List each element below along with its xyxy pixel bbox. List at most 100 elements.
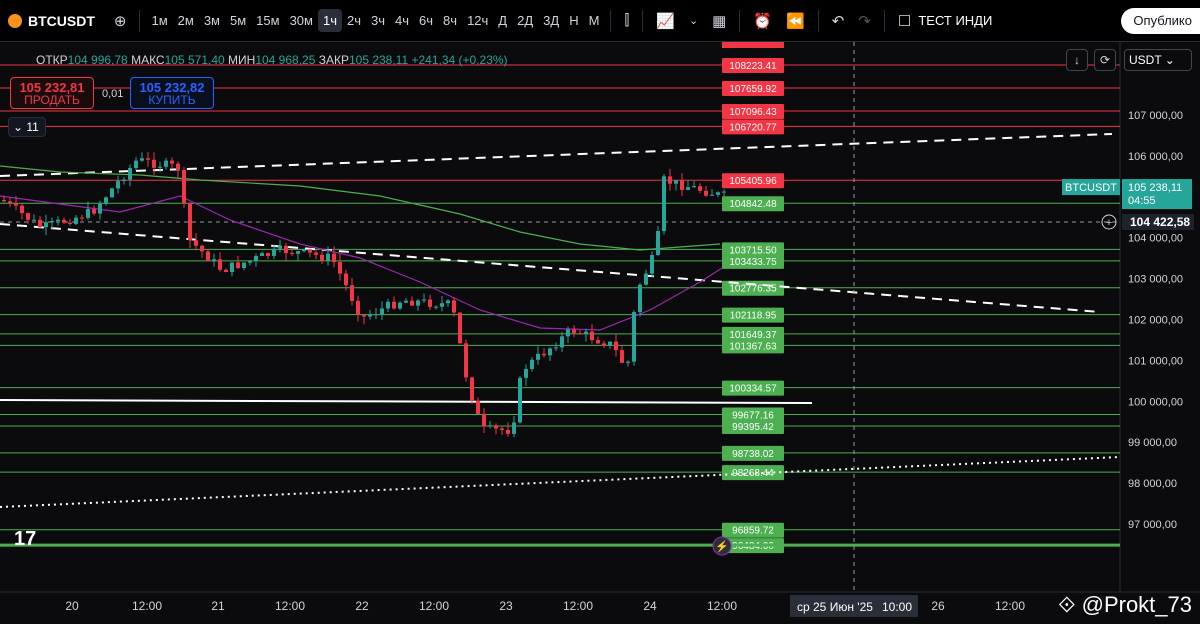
- watermark-text: @Prokt_73: [1081, 592, 1192, 617]
- candle-body: [122, 179, 126, 182]
- y-axis-label: 101 000,00: [1128, 355, 1183, 367]
- interval-17[interactable]: М: [588, 13, 600, 28]
- interval-1[interactable]: 2м: [177, 13, 194, 28]
- currency-select[interactable]: USDT ⌄: [1124, 49, 1192, 71]
- interval-15[interactable]: 3Д: [543, 13, 560, 28]
- low-label: МИН: [228, 53, 256, 67]
- chevron-down-icon[interactable]: ⌄: [688, 15, 699, 27]
- compare-add-icon[interactable]: ⊕: [113, 12, 127, 30]
- interval-11[interactable]: 8ч: [443, 13, 458, 28]
- candle-body: [194, 240, 198, 246]
- candle-body: [224, 269, 228, 272]
- download-icon[interactable]: ↓: [1066, 49, 1088, 71]
- refresh-icon[interactable]: ⟳: [1094, 49, 1116, 71]
- indicator-template-label[interactable]: ТЕСТ ИНДИ: [918, 13, 993, 28]
- candle-body: [668, 176, 672, 184]
- candle-body: [50, 221, 54, 223]
- spread-value: 0,01: [102, 88, 124, 100]
- level-label: 101367.63: [729, 341, 777, 352]
- x-axis-label: 20: [65, 599, 79, 613]
- candles-type-icon[interactable]: ⫿: [624, 12, 630, 29]
- level-badge: [722, 307, 784, 323]
- layout-grid-icon[interactable]: ▦: [712, 12, 727, 30]
- interval-8[interactable]: 3ч: [371, 13, 386, 28]
- interval-4[interactable]: 15м: [256, 13, 280, 28]
- candle-body: [308, 249, 312, 253]
- candle-body: [212, 259, 216, 262]
- publish-button[interactable]: Опублико: [1121, 8, 1200, 34]
- crosshair-price-tag: [1122, 214, 1194, 230]
- candle-body: [254, 255, 258, 261]
- buy-button[interactable]: 105 232,82 КУПИТЬ: [130, 77, 214, 109]
- candle-body: [260, 253, 264, 256]
- interval-14[interactable]: 2Д: [517, 13, 534, 28]
- interval-0[interactable]: 1м: [151, 13, 168, 28]
- bitcoin-icon: [8, 13, 22, 28]
- level-label: 99395.42: [732, 422, 774, 433]
- candle-body: [14, 203, 18, 206]
- ma-green: [0, 165, 721, 251]
- candle-body: [116, 181, 120, 189]
- divider: [883, 9, 885, 32]
- interval-13[interactable]: Д: [498, 13, 508, 28]
- interval-7[interactable]: 2ч: [346, 13, 361, 28]
- interval-10[interactable]: 6ч: [419, 13, 434, 28]
- interval-16[interactable]: Н: [569, 13, 579, 28]
- candle-body: [650, 255, 654, 274]
- level-label: 102776.35: [729, 284, 777, 295]
- y-axis-label: 104 000,00: [1128, 233, 1183, 245]
- chart-background: [0, 42, 1200, 624]
- candle-body: [230, 262, 234, 272]
- candle-body: [548, 348, 552, 356]
- replay-icon[interactable]: ⏪: [786, 12, 805, 30]
- level-label: 105405.96: [729, 176, 777, 187]
- interval-3[interactable]: 5м: [229, 13, 247, 28]
- candle-body: [446, 300, 450, 304]
- candle-body: [218, 259, 222, 270]
- interval-9[interactable]: 4ч: [395, 13, 410, 28]
- last-price-value: 105 238,11: [1128, 182, 1182, 194]
- candle-body: [692, 186, 696, 188]
- countdown-value: 04:55: [1128, 195, 1156, 207]
- redo-icon[interactable]: ↷: [858, 12, 871, 30]
- interval-5[interactable]: 30м: [289, 13, 313, 28]
- level-badge: [722, 81, 784, 97]
- checkbox-icon[interactable]: ☐: [897, 12, 912, 30]
- candle-body: [152, 159, 156, 168]
- undo-icon[interactable]: ↶: [831, 12, 845, 30]
- indicators-toggle[interactable]: ⌄ 11: [8, 117, 46, 137]
- top-toolbar: BTCUSDT ⊕ 1м 2м 3м 5м 15м 30м 1ч 2ч 3ч 4ч 6ч 8ч 12ч Д…: [0, 0, 1200, 42]
- level-badge: [722, 522, 784, 538]
- candle-body: [578, 333, 582, 335]
- x-axis-label: 21: [211, 599, 225, 613]
- currency-label: USDT: [1129, 53, 1162, 67]
- ohlc-legend: ОТКР104 996,78 МАКС105 571,40 МИН104 968…: [36, 53, 508, 67]
- candle-body: [566, 329, 570, 337]
- interval-2[interactable]: 3м: [203, 13, 220, 28]
- candle-body: [44, 222, 48, 228]
- candle-body: [68, 222, 72, 224]
- interval-12[interactable]: 12ч: [467, 13, 489, 28]
- open-label: ОТКР: [36, 53, 68, 67]
- level-badge: [722, 465, 784, 481]
- trendline-upper: [0, 133, 1113, 177]
- divider: [817, 9, 819, 32]
- y-axis-label: 106 000,00: [1128, 151, 1183, 163]
- interval-6[interactable]: 1ч: [317, 9, 342, 32]
- symbol-search[interactable]: BTCUSDT: [8, 13, 95, 29]
- crosshair-date: ср 25 Июн '25: [797, 600, 873, 614]
- sell-button[interactable]: 105 232,81 ПРОДАТЬ: [10, 77, 94, 109]
- last-price-symbol: BTCUSDT: [1065, 182, 1117, 194]
- x-axis-label: 23: [499, 599, 513, 613]
- high-label: МАКС: [131, 53, 165, 67]
- indicators-icon[interactable]: 📈: [656, 12, 675, 30]
- level-label: 106720.77: [729, 122, 777, 133]
- candle-body: [344, 273, 348, 286]
- candle-body: [296, 251, 300, 254]
- alert-clock-icon[interactable]: ⏰: [753, 12, 773, 30]
- candle-body: [302, 249, 306, 252]
- candle-body: [188, 203, 192, 241]
- x-axis-label: 22: [355, 599, 369, 613]
- candle-body: [74, 217, 78, 224]
